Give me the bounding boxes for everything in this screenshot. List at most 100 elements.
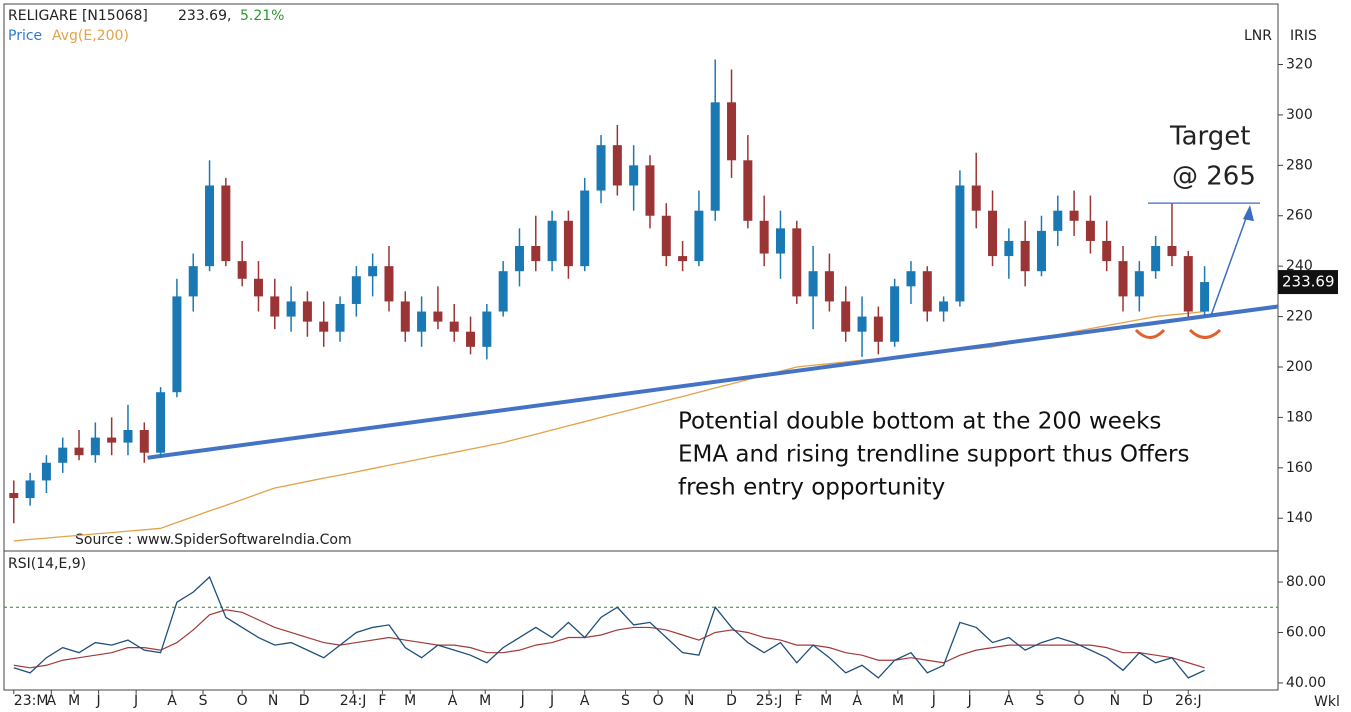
candle-body <box>1069 210 1079 221</box>
x-tick-label: O <box>1073 693 1084 709</box>
y-tick-label: 220 <box>1286 309 1313 325</box>
x-tick-label: M <box>892 693 904 709</box>
candle-body <box>221 185 231 262</box>
x-tick-label: F <box>378 693 386 709</box>
x-tick-label: A <box>1004 693 1014 709</box>
x-tick-label: M <box>68 693 80 709</box>
candle-body <box>596 145 606 191</box>
candle-body <box>1085 220 1095 241</box>
rsi-signal-line <box>13 609 1205 669</box>
candle-body <box>237 261 247 279</box>
annotation: Potential double bottom at the 200 weeks <box>678 409 1161 435</box>
candle-body <box>792 228 802 297</box>
candle-body <box>906 271 916 287</box>
x-tick-label: O <box>237 693 248 709</box>
legend-avg: Avg(E,200) <box>52 28 129 44</box>
candle-body <box>890 286 900 342</box>
candle-body <box>824 271 834 302</box>
candle-body <box>743 160 753 221</box>
candle-body <box>466 331 476 347</box>
symbol: RELIGARE [N15068] <box>8 8 148 24</box>
candle-body <box>1020 240 1030 272</box>
candle-body <box>74 447 84 456</box>
x-tick-label: O <box>653 693 664 709</box>
annotation: EMA and rising trendline support thus Of… <box>678 442 1189 468</box>
x-tick-label: A <box>47 693 57 709</box>
y-tick-label: 140 <box>1286 510 1313 526</box>
x-tick-label: D <box>299 693 310 709</box>
candle-body <box>857 316 867 332</box>
candle-body <box>107 437 117 443</box>
candle-body <box>25 480 35 499</box>
candle-body <box>955 185 965 302</box>
target-sublabel: @ 265 <box>1172 162 1256 192</box>
candle-body <box>808 271 818 297</box>
candle-body <box>775 228 785 254</box>
candle-body <box>514 245 524 272</box>
x-tick-label: J <box>931 693 936 709</box>
x-tick-label: N <box>268 693 278 709</box>
candle-body <box>90 437 100 456</box>
x-tick-label: S <box>1035 693 1044 709</box>
frame <box>3 3 1279 691</box>
y2-tick-label: 60.00 <box>1286 624 1326 640</box>
candle-body <box>1134 271 1144 297</box>
y-tick-label: 200 <box>1286 359 1313 375</box>
candle-body <box>9 493 19 499</box>
candle-body <box>694 210 704 262</box>
price-tag-bg <box>1278 270 1338 295</box>
target-arrowhead <box>1243 205 1254 222</box>
candle-body <box>1200 282 1210 312</box>
candle-body <box>988 210 998 257</box>
x-tick-label: F <box>794 693 802 709</box>
candle-body <box>873 316 883 342</box>
candle-body <box>433 311 443 322</box>
candle-body <box>417 311 427 332</box>
legend-price: Price <box>8 28 42 44</box>
x-tick-label: D <box>1142 693 1153 709</box>
x-tick-label: 25:J <box>756 693 783 709</box>
candle-body <box>531 245 541 262</box>
rsi-line <box>13 575 1205 679</box>
candle-body <box>547 220 557 262</box>
x-tick-label: J <box>133 693 138 709</box>
candle-body <box>351 276 361 304</box>
candle-body <box>678 256 688 262</box>
y-tick-label: 260 <box>1286 208 1313 224</box>
scale: LNR <box>1244 28 1272 44</box>
candle-body <box>1102 240 1112 262</box>
candle-body <box>368 266 378 277</box>
candle-body <box>727 102 737 161</box>
candle-body <box>841 301 851 332</box>
candle-body <box>710 102 720 211</box>
y2-tick-label: 40.00 <box>1286 675 1326 691</box>
candle-body <box>759 220 769 254</box>
x-tick-label: M <box>479 693 491 709</box>
candle-body <box>612 145 622 186</box>
candle-body <box>482 311 492 347</box>
change: 5.21% <box>240 8 284 24</box>
candle-body <box>253 278 263 297</box>
candle-body <box>188 266 198 297</box>
period: Wkl <box>1314 694 1340 710</box>
candle-body <box>123 430 133 443</box>
y-tick-label: 280 <box>1286 157 1313 173</box>
candle-body <box>270 296 280 317</box>
candle-body <box>139 430 149 453</box>
x-tick-label: 26:J <box>1175 693 1202 709</box>
candle-body <box>172 296 182 393</box>
candle-body <box>1118 261 1128 297</box>
x-tick-label: J <box>967 693 972 709</box>
candle-body <box>319 321 329 332</box>
candle-body <box>1004 240 1014 257</box>
candle-body <box>41 462 51 481</box>
y2-tick-label: 80.00 <box>1286 574 1326 590</box>
x-tick-label: D <box>726 693 737 709</box>
candle-body <box>563 220 573 267</box>
brand: IRIS <box>1290 28 1317 44</box>
target-arrow <box>1209 206 1251 317</box>
candle-body <box>661 215 671 257</box>
candle-body <box>384 266 394 302</box>
candle-body <box>302 301 312 322</box>
